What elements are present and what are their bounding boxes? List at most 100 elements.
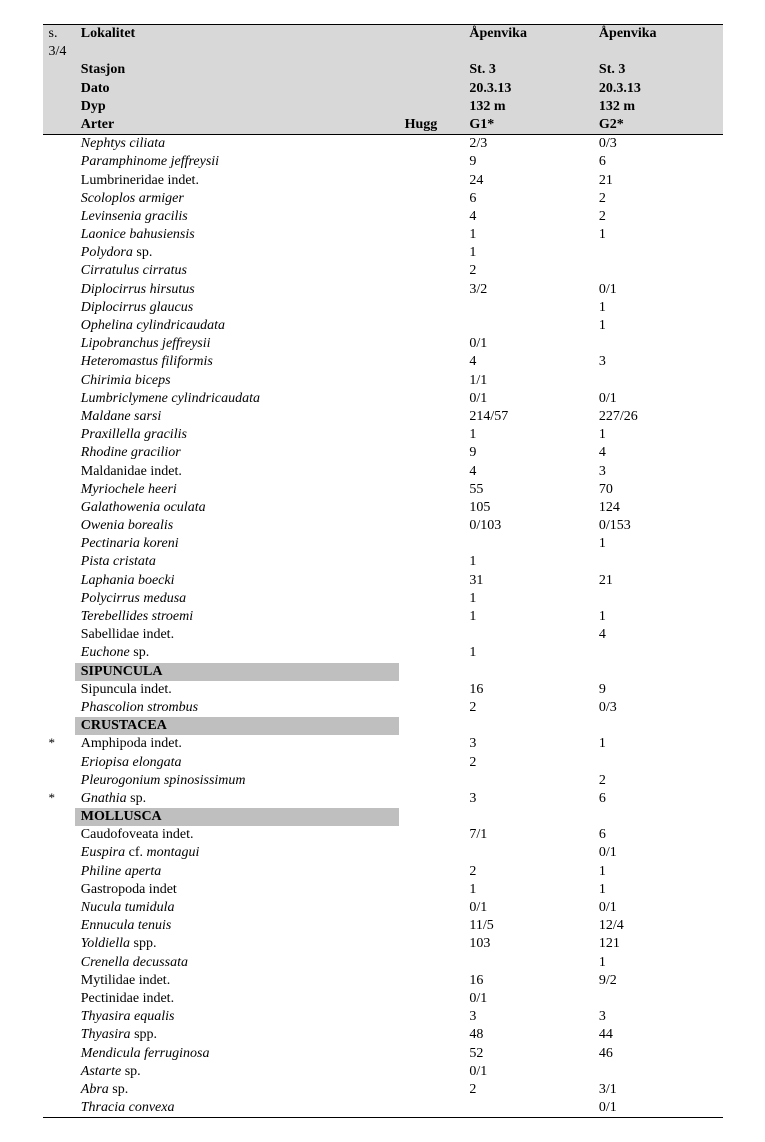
hugg-cell	[399, 644, 464, 662]
g2-value	[593, 1063, 723, 1081]
table-row: Praxillella gracilis11	[43, 426, 723, 444]
species-name: Thracia convexa	[75, 1099, 399, 1118]
g1-value: 1	[463, 226, 593, 244]
table-row: Euspira cf. montagui0/1	[43, 844, 723, 862]
row-mark	[43, 190, 75, 208]
species-name: Levinsenia gracilis	[75, 208, 399, 226]
table-row: *Gnathia sp.36	[43, 790, 723, 808]
table-row: Lumbrineridae indet.2421	[43, 172, 723, 190]
header-col1-lokalitet: Åpenvika	[463, 25, 593, 62]
table-row: Owenia borealis0/1030/153	[43, 517, 723, 535]
g1-value	[463, 1099, 593, 1118]
g1-value: 2	[463, 754, 593, 772]
species-name: Diplocirrus hirsutus	[75, 281, 399, 299]
row-mark	[43, 990, 75, 1008]
species-name: Euchone sp.	[75, 644, 399, 662]
species-table-page: s. 3/4 Lokalitet Åpenvika Åpenvika Stasj…	[43, 24, 723, 1118]
g2-value: 1	[593, 226, 723, 244]
row-mark	[43, 1099, 75, 1118]
g2-value: 1	[593, 426, 723, 444]
row-mark	[43, 826, 75, 844]
header-arter-label: Arter	[75, 116, 399, 135]
species-name: Ennucula tenuis	[75, 917, 399, 935]
hugg-cell	[399, 990, 464, 1008]
g1-value	[463, 626, 593, 644]
row-mark	[43, 208, 75, 226]
species-name: Abra sp.	[75, 1081, 399, 1099]
g1-value: 55	[463, 481, 593, 499]
section-row: CRUSTACEA	[43, 717, 723, 735]
species-name: Pista cristata	[75, 553, 399, 571]
row-mark	[43, 772, 75, 790]
row-mark	[43, 572, 75, 590]
row-mark	[43, 644, 75, 662]
g2-value: 21	[593, 572, 723, 590]
species-name: Maldane sarsi	[75, 408, 399, 426]
g1-value: 2	[463, 262, 593, 280]
g2-value: 4	[593, 626, 723, 644]
species-name: Sipuncula indet.	[75, 681, 399, 699]
g2-value: 0/3	[593, 699, 723, 717]
hugg-cell	[399, 153, 464, 171]
header-row-dato: Dato 20.3.13 20.3.13	[43, 80, 723, 98]
g2-value	[593, 372, 723, 390]
hugg-cell	[399, 426, 464, 444]
table-row: Thracia convexa0/1	[43, 1099, 723, 1118]
row-mark	[43, 844, 75, 862]
header-row-arter: Arter Hugg G1* G2*	[43, 116, 723, 135]
g1-value: 2/3	[463, 135, 593, 154]
row-mark	[43, 626, 75, 644]
g1-value: 0/1	[463, 390, 593, 408]
g2-value	[593, 553, 723, 571]
row-mark	[43, 608, 75, 626]
header-row-lokalitet: s. 3/4 Lokalitet Åpenvika Åpenvika	[43, 25, 723, 62]
species-name: Amphipoda indet.	[75, 735, 399, 753]
hugg-cell	[399, 135, 464, 154]
g1-value	[463, 317, 593, 335]
table-row: Diplocirrus glaucus1	[43, 299, 723, 317]
table-row: Thyasira equalis33	[43, 1008, 723, 1026]
g1-value: 16	[463, 972, 593, 990]
row-mark	[43, 172, 75, 190]
hugg-cell	[399, 226, 464, 244]
hugg-cell	[399, 317, 464, 335]
hugg-cell	[399, 790, 464, 808]
hugg-cell	[399, 899, 464, 917]
hugg-cell	[399, 262, 464, 280]
g1-value: 2	[463, 863, 593, 881]
g2-value	[593, 262, 723, 280]
g2-value	[593, 990, 723, 1008]
g2-value: 4	[593, 444, 723, 462]
g2-value: 0/3	[593, 135, 723, 154]
hugg-cell	[399, 463, 464, 481]
table-row: Pectinidae indet.0/1	[43, 990, 723, 1008]
hugg-cell	[399, 572, 464, 590]
row-mark	[43, 408, 75, 426]
section-name: MOLLUSCA	[75, 808, 399, 826]
g1-value: 0/103	[463, 517, 593, 535]
species-name: Pleurogonium spinosissimum	[75, 772, 399, 790]
hugg-cell	[399, 863, 464, 881]
row-mark: *	[43, 735, 75, 753]
table-row: Nephtys ciliata2/30/3	[43, 135, 723, 154]
row-mark	[43, 663, 75, 681]
hugg-cell	[399, 772, 464, 790]
row-mark	[43, 135, 75, 154]
header-row-stasjon: Stasjon St. 3 St. 3	[43, 61, 723, 79]
hugg-cell	[399, 372, 464, 390]
g1-value: 9	[463, 444, 593, 462]
species-name: Astarte sp.	[75, 1063, 399, 1081]
species-name: Sabellidae indet.	[75, 626, 399, 644]
table-row: Pista cristata1	[43, 553, 723, 571]
table-row: Ophelina cylindricaudata1	[43, 317, 723, 335]
g2-value: 6	[593, 826, 723, 844]
species-name: Ophelina cylindricaudata	[75, 317, 399, 335]
section-name: SIPUNCULA	[75, 663, 399, 681]
row-mark	[43, 463, 75, 481]
g2-value: 1	[593, 863, 723, 881]
row-mark	[43, 1063, 75, 1081]
g2-value: 3	[593, 1008, 723, 1026]
header-col2-dyp: 132 m	[593, 98, 723, 116]
g1-value: 1/1	[463, 372, 593, 390]
header-col1-hugg: G1*	[463, 116, 593, 135]
